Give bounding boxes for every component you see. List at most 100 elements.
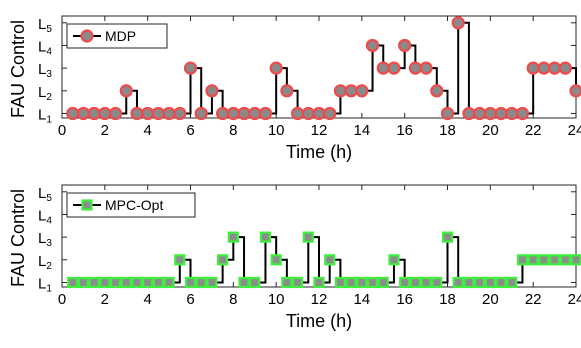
data-point (312, 106, 326, 121)
data-point (174, 254, 186, 266)
data-point (195, 276, 207, 289)
data-point (66, 106, 80, 121)
data-point (495, 276, 507, 289)
y-tick-subscript: 4 (46, 215, 52, 226)
data-point (98, 106, 112, 121)
y-tick-base: L (38, 106, 46, 123)
data-point (409, 276, 421, 289)
data-point (301, 106, 315, 121)
y-tick-base: L (38, 230, 46, 247)
data-point (206, 276, 218, 289)
data-point (99, 276, 111, 289)
x-axis-label: Time (h) (286, 311, 352, 331)
data-point (205, 84, 219, 98)
data-point (538, 254, 550, 266)
data-point (302, 231, 314, 243)
legend-marker (81, 199, 93, 211)
x-tick-label: 2 (101, 291, 109, 308)
series-mpc-opt (67, 231, 581, 289)
data-point (526, 61, 540, 75)
data-point (152, 276, 164, 289)
data-point (558, 61, 572, 75)
data-point (431, 276, 443, 289)
data-point (151, 106, 165, 121)
x-tick-label: 12 (311, 122, 328, 139)
data-point (216, 106, 230, 121)
data-point (87, 106, 101, 121)
x-tick-label: 24 (568, 291, 581, 308)
y-tick-base: L (38, 84, 46, 101)
y-tick-base: L (38, 38, 46, 55)
data-point (227, 231, 239, 243)
y-tick-label: L2 (38, 84, 52, 103)
y-tick-label: L4 (38, 38, 52, 57)
data-point (109, 276, 122, 289)
x-tick-label: 16 (396, 122, 413, 139)
data-point (67, 276, 79, 289)
y-tick-label: L3 (38, 230, 52, 249)
data-point (570, 254, 581, 266)
data-point (388, 254, 400, 266)
data-point (515, 106, 530, 121)
x-tick-label: 22 (525, 291, 542, 308)
data-point (365, 38, 380, 53)
data-point (377, 276, 389, 289)
data-point (506, 276, 518, 289)
data-point (258, 106, 273, 121)
x-tick-label: 8 (229, 122, 237, 139)
data-point (217, 254, 229, 266)
x-tick-label: 6 (186, 122, 194, 139)
data-point (108, 106, 123, 121)
x-tick-label: 4 (143, 122, 151, 139)
series-mdp (66, 16, 581, 121)
data-point (505, 106, 519, 121)
y-tick-subscript: 3 (46, 238, 52, 249)
data-point (344, 84, 358, 98)
y-tick-label: L1 (38, 106, 52, 125)
data-point (237, 106, 251, 121)
data-point (376, 61, 390, 75)
data-point (163, 276, 175, 289)
x-tick-label: 18 (439, 291, 456, 308)
data-point (280, 84, 294, 98)
data-point (183, 61, 198, 75)
x-tick-label: 24 (568, 122, 581, 139)
y-tick-label: L4 (38, 207, 52, 226)
data-point (130, 106, 144, 121)
data-point (419, 61, 433, 75)
y-tick-base: L (38, 253, 46, 270)
x-tick-label: 0 (58, 291, 66, 308)
y-tick-subscript: 5 (46, 24, 52, 35)
data-point (356, 276, 368, 289)
x-tick-label: 10 (268, 291, 285, 308)
x-tick-label: 8 (229, 291, 237, 308)
data-point (194, 106, 208, 121)
x-tick-label: 14 (353, 122, 370, 139)
data-point (399, 276, 411, 289)
y-tick-label: L2 (38, 253, 52, 272)
data-point (173, 106, 187, 121)
y-tick-subscript: 3 (46, 69, 52, 80)
data-point (290, 106, 305, 121)
data-point (345, 276, 357, 289)
data-point (248, 106, 262, 121)
y-tick-subscript: 1 (46, 283, 52, 294)
x-tick-label: 16 (396, 291, 413, 308)
x-tick-label: 14 (353, 291, 370, 308)
data-point (420, 276, 432, 289)
data-point (569, 84, 581, 98)
y-tick-label: L1 (38, 275, 52, 294)
data-point (441, 231, 454, 243)
y-tick-label: L3 (38, 61, 52, 80)
x-tick-label: 0 (58, 122, 66, 139)
data-point (537, 61, 551, 75)
data-point (162, 106, 176, 121)
data-point (547, 61, 562, 75)
y-tick-base: L (38, 207, 46, 224)
x-tick-label: 12 (311, 291, 328, 308)
data-point (387, 61, 401, 75)
y-tick-label: L5 (38, 185, 52, 204)
data-point (281, 276, 293, 289)
x-tick-label: 20 (482, 122, 499, 139)
